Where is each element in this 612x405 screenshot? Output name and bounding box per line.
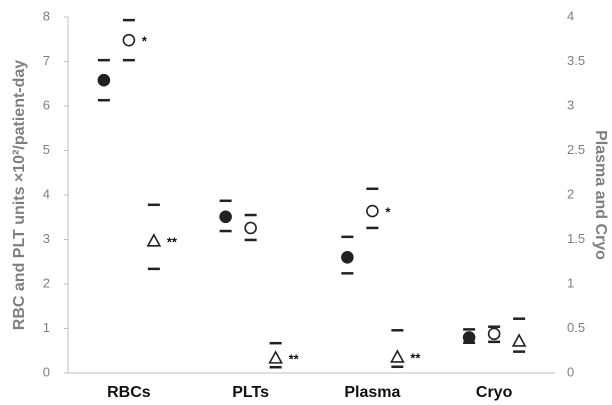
y2-tick-label: 3.5 [567,53,585,68]
y-tick-label: 5 [43,142,50,157]
marker [268,350,283,364]
marker [122,33,136,47]
y-tick-label: 4 [43,186,50,201]
y-tick-label: 3 [43,231,50,246]
annotation: ** [167,234,178,249]
marker [341,250,354,264]
y-tick-label: 0 [43,364,50,379]
y-axis-label: RBC and PLT units ×10²/patient-day [11,60,28,331]
marker [244,221,257,235]
annotation: * [385,204,391,219]
y-tick-label: 2 [43,275,50,290]
annotation: ** [289,351,300,366]
y2-tick-label: 1 [567,275,574,290]
y-tick-label: 1 [43,320,50,335]
marker [219,210,232,224]
marker [390,349,405,363]
x-tick-label: PLTs [232,384,269,401]
marker [366,204,379,218]
x-tick-label: Cryo [476,384,513,401]
y2-tick-label: 4 [567,8,574,23]
y2-axis-label: Plasma and Cryo [592,130,609,260]
y-tick-label: 8 [43,8,50,23]
marker [146,233,162,247]
y2-tick-label: 1.5 [567,231,585,246]
y-tick-label: 7 [43,53,50,68]
y2-tick-label: 2.5 [567,142,585,157]
y2-tick-label: 3 [567,97,574,112]
marker [487,327,501,341]
marker [462,331,476,344]
y2-tick-label: 0.5 [567,320,585,335]
y-tick-label: 6 [43,97,50,112]
x-tick-label: RBCs [107,384,151,401]
y2-tick-label: 0 [567,364,574,379]
annotation: ** [410,350,421,365]
y2-tick-label: 2 [567,186,574,201]
annotation: * [142,34,148,49]
marker [97,73,111,87]
x-tick-label: Plasma [344,384,400,401]
marker [511,333,527,347]
